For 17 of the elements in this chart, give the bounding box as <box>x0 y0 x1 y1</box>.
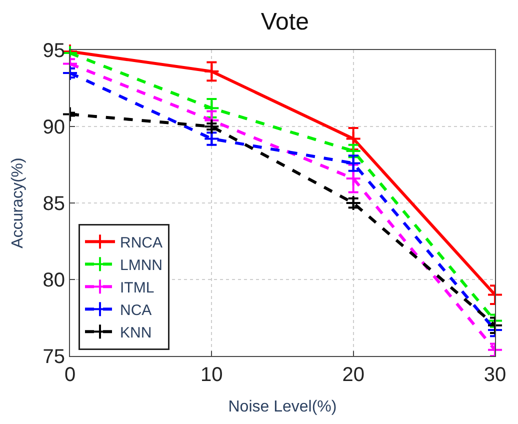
legend-label: LMNN <box>120 256 163 274</box>
x-axis-title: Noise Level(%) <box>228 398 337 416</box>
y-tick-label: 75 <box>42 346 65 368</box>
y-tick-label: 80 <box>42 270 65 292</box>
legend-label: ITML <box>120 279 154 296</box>
y-tick-label: 85 <box>42 193 65 215</box>
x-tick-label: 0 <box>64 364 76 386</box>
y-tick-label: 95 <box>42 40 65 62</box>
x-tick-label: 10 <box>200 364 223 386</box>
x-tick-label: 30 <box>484 364 506 386</box>
y-axis-title: Accuracy(%) <box>10 158 27 248</box>
x-tick-label: 20 <box>342 364 364 386</box>
y-tick-label: 90 <box>42 116 65 138</box>
legend-label: RNCA <box>120 234 163 252</box>
chart-title: Vote <box>260 8 309 36</box>
legend-label: KNN <box>120 324 152 342</box>
legend-label: NCA <box>120 302 152 319</box>
